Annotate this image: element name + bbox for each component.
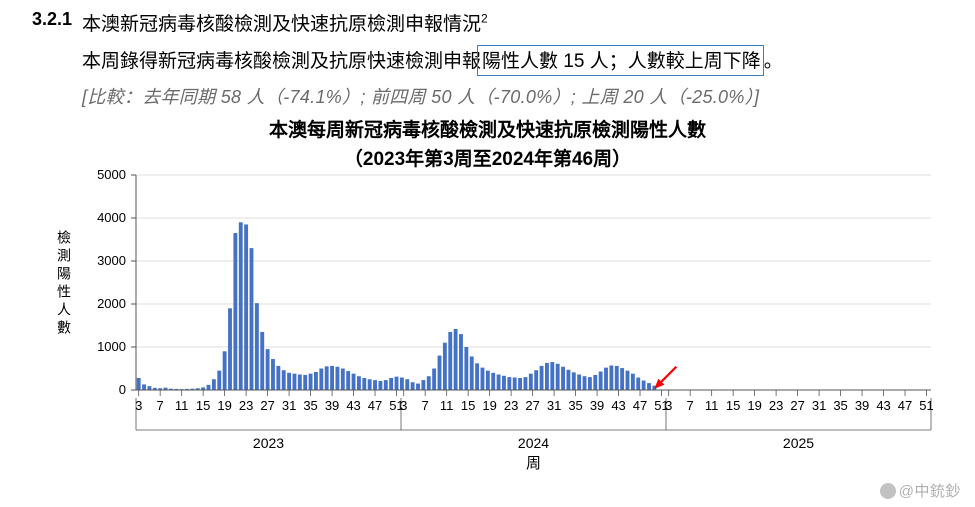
svg-text:23: 23 [504, 398, 518, 413]
svg-text:數: 數 [57, 320, 71, 336]
svg-text:2000: 2000 [97, 296, 126, 311]
svg-text:3: 3 [400, 398, 407, 413]
svg-text:23: 23 [239, 398, 253, 413]
svg-text:35: 35 [303, 398, 317, 413]
svg-text:15: 15 [726, 398, 740, 413]
svg-text:31: 31 [547, 398, 561, 413]
svg-text:陽: 陽 [57, 266, 71, 282]
svg-text:35: 35 [568, 398, 582, 413]
svg-text:11: 11 [705, 398, 719, 413]
summary-post: 。 [764, 51, 783, 72]
svg-text:39: 39 [325, 398, 339, 413]
svg-text:31: 31 [812, 398, 826, 413]
svg-text:43: 43 [611, 398, 625, 413]
svg-text:43: 43 [876, 398, 890, 413]
chart-container: 0100020003000400050002023371115192327313… [46, 165, 946, 485]
watermark: @中銃鈔 [880, 480, 961, 501]
svg-text:51: 51 [919, 398, 933, 413]
svg-text:19: 19 [747, 398, 761, 413]
svg-text:3: 3 [665, 398, 672, 413]
svg-text:27: 27 [525, 398, 539, 413]
watermark-text: @中銃鈔 [899, 483, 961, 500]
svg-text:7: 7 [687, 398, 694, 413]
svg-text:31: 31 [282, 398, 296, 413]
svg-text:27: 27 [260, 398, 274, 413]
svg-text:35: 35 [833, 398, 847, 413]
svg-text:47: 47 [633, 398, 647, 413]
svg-text:39: 39 [855, 398, 869, 413]
svg-text:4000: 4000 [97, 210, 126, 225]
section-heading: 本澳新冠病毒核酸檢測及快速抗原檢測申報情況2 [82, 9, 488, 36]
svg-text:2025: 2025 [783, 435, 814, 451]
svg-text:11: 11 [175, 398, 189, 413]
report-page: 3.2.1 本澳新冠病毒核酸檢測及快速抗原檢測申報情況2 本周錄得新冠病毒核酸檢… [0, 0, 975, 507]
heading-footnote: 2 [481, 12, 488, 26]
svg-text:23: 23 [769, 398, 783, 413]
svg-text:15: 15 [461, 398, 475, 413]
svg-text:19: 19 [482, 398, 496, 413]
summary-highlight: 陽性人數 15 人；人數較上周下降 [477, 45, 764, 76]
heading-text: 本澳新冠病毒核酸檢測及快速抗原檢測申報情況 [82, 14, 481, 35]
svg-text:47: 47 [898, 398, 912, 413]
svg-text:性: 性 [57, 284, 71, 300]
svg-text:7: 7 [422, 398, 429, 413]
svg-text:3: 3 [135, 398, 142, 413]
summary-line: 本周錄得新冠病毒核酸檢測及抗原快速檢測申報陽性人數 15 人；人數較上周下降。 [82, 45, 783, 76]
svg-text:43: 43 [346, 398, 360, 413]
svg-text:39: 39 [590, 398, 604, 413]
chart-title: 本澳每周新冠病毒核酸檢測及快速抗原檢測陽性人數 [0, 115, 975, 142]
bar-chart: 0100020003000400050002023371115192327313… [46, 165, 946, 485]
svg-text:周: 周 [526, 455, 541, 472]
svg-text:人: 人 [57, 302, 71, 318]
svg-text:測: 測 [57, 248, 71, 264]
svg-text:19: 19 [217, 398, 231, 413]
svg-text:2024: 2024 [518, 435, 549, 451]
svg-text:2023: 2023 [253, 435, 284, 451]
compare-line: [比較：去年同期 58 人（-74.1%）; 前四周 50 人（-70.0%）;… [82, 83, 759, 109]
weibo-icon [880, 483, 896, 499]
svg-text:5000: 5000 [97, 167, 126, 182]
svg-text:27: 27 [790, 398, 804, 413]
svg-text:11: 11 [440, 398, 454, 413]
svg-text:0: 0 [119, 382, 126, 397]
svg-text:47: 47 [368, 398, 382, 413]
svg-text:15: 15 [196, 398, 210, 413]
summary-pre: 本周錄得新冠病毒核酸檢測及抗原快速檢測申報 [82, 51, 481, 72]
section-number: 3.2.1 [32, 9, 72, 30]
svg-text:檢: 檢 [57, 230, 71, 246]
svg-text:3000: 3000 [97, 253, 126, 268]
svg-text:1000: 1000 [97, 339, 126, 354]
svg-text:7: 7 [157, 398, 164, 413]
